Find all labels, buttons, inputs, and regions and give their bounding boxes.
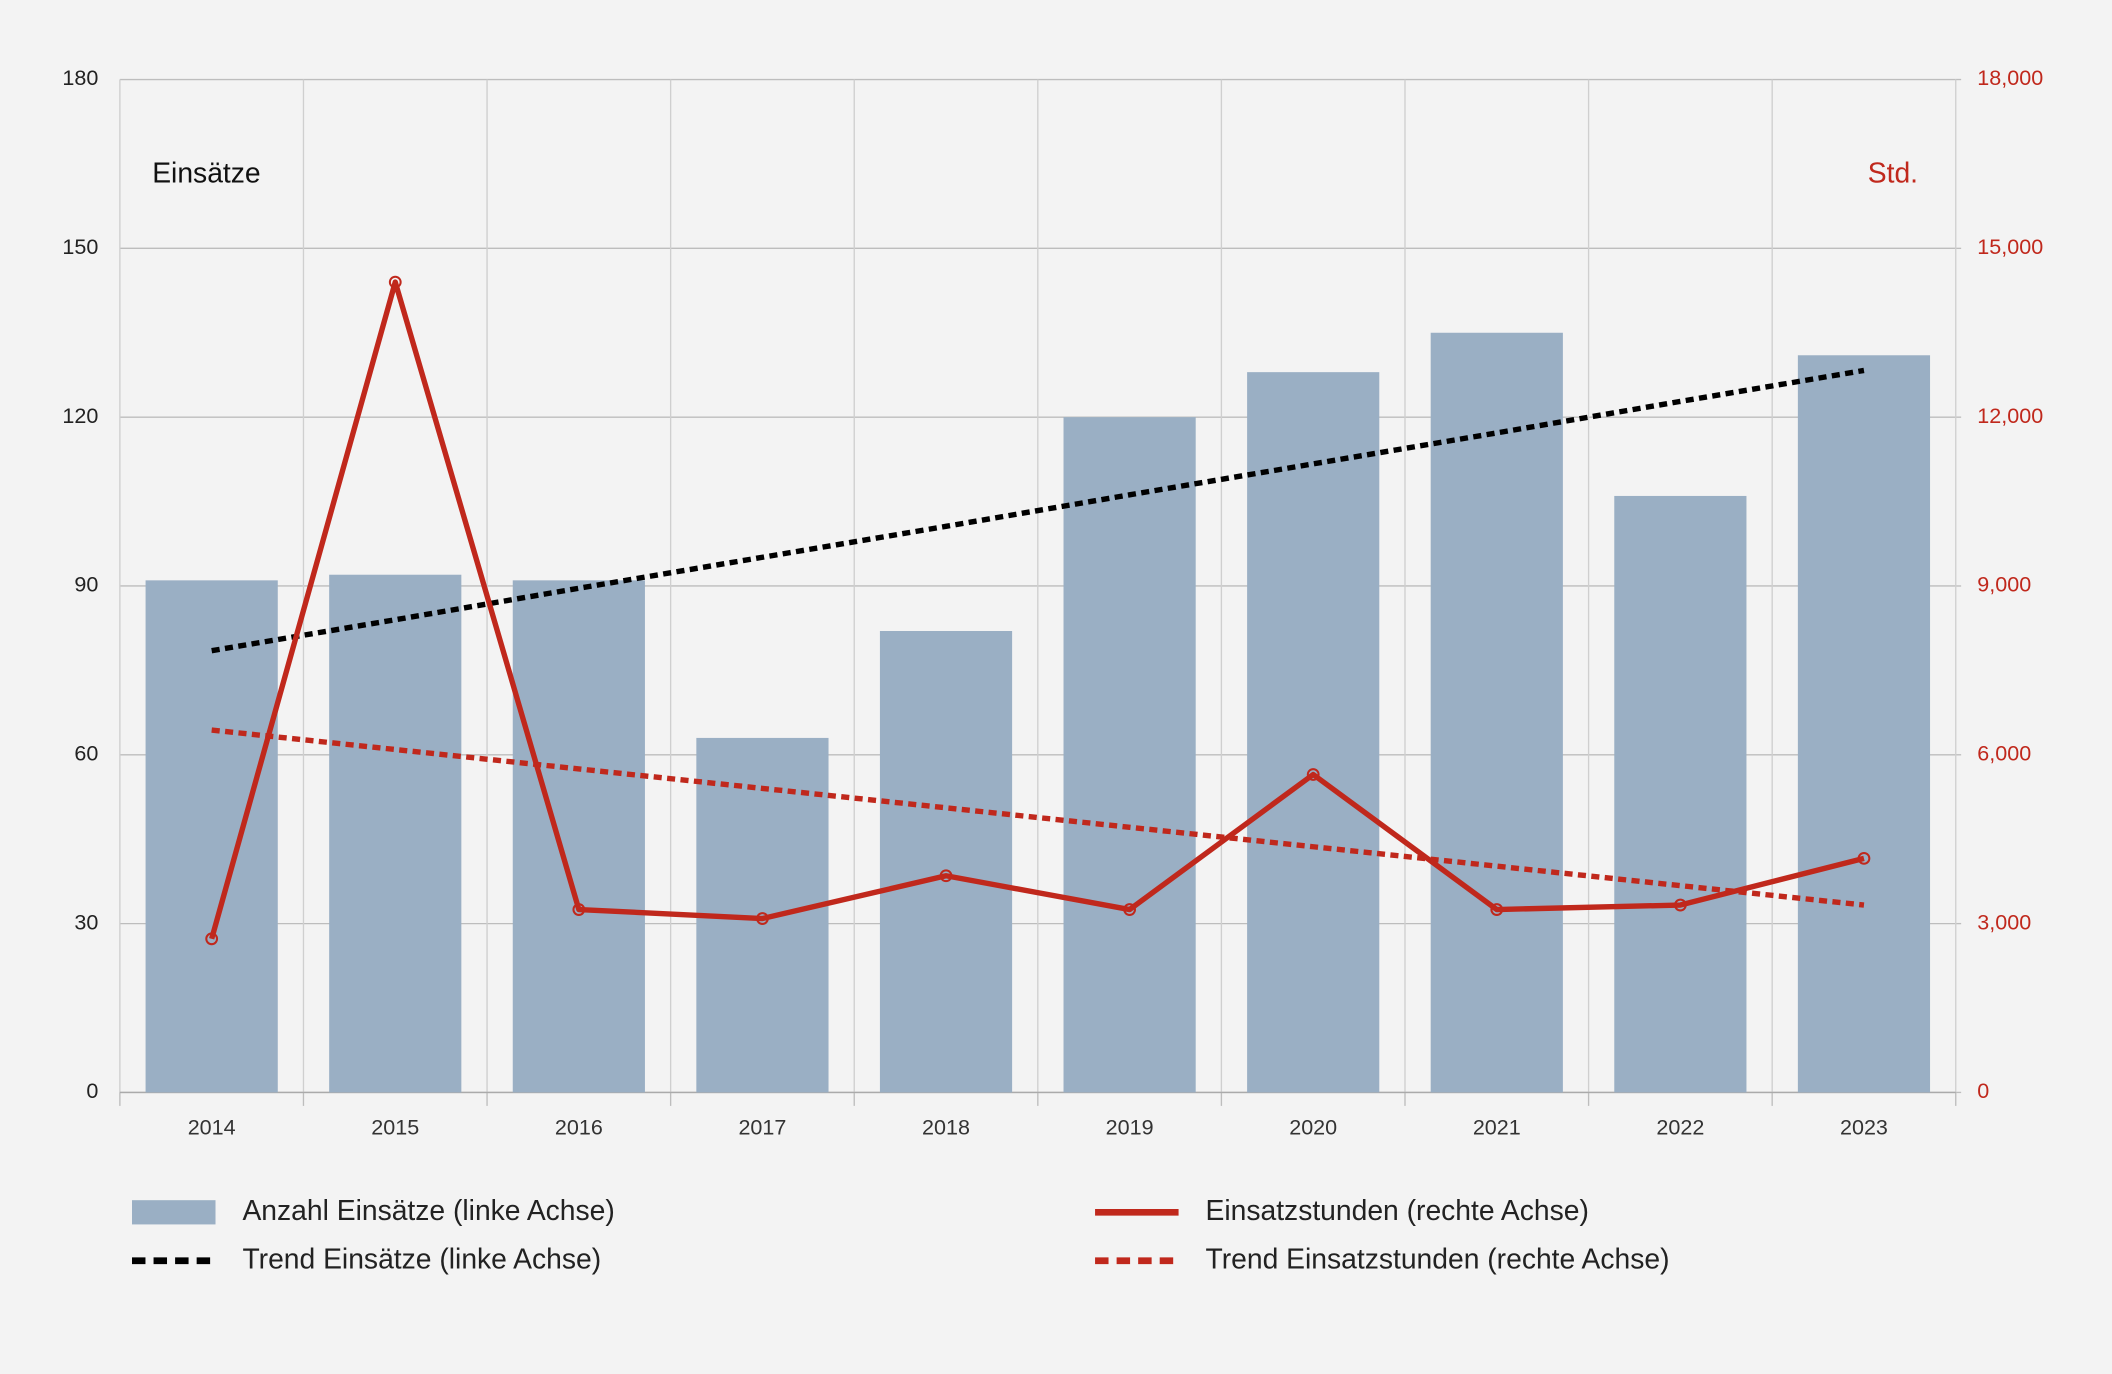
x-tick-label: 2019 xyxy=(1106,1114,1154,1139)
marker xyxy=(756,912,769,925)
x-tick-label: 2017 xyxy=(738,1114,786,1139)
marker xyxy=(205,932,219,946)
x-tick-label: 2022 xyxy=(1656,1114,1704,1139)
y-tick-label: 30 xyxy=(74,909,98,934)
y-tick-label: 150 xyxy=(62,234,98,259)
legend-label: Trend Einsatzstunden (rechte Achse) xyxy=(1206,1242,1670,1274)
bar xyxy=(1430,332,1563,1093)
marker xyxy=(1857,851,1871,865)
marker xyxy=(1490,903,1504,916)
y2-axis-label: Std. xyxy=(1868,157,1918,189)
line xyxy=(209,279,1865,940)
y2-tick-label: 9,000 xyxy=(1977,572,2031,597)
y2-tick-label: 6,000 xyxy=(1977,740,2031,765)
x-tick-label: 2021 xyxy=(1473,1114,1521,1139)
x-tick-label: 2016 xyxy=(555,1114,603,1139)
trend-line xyxy=(211,727,1865,908)
bar xyxy=(329,574,462,1093)
marker xyxy=(388,275,402,289)
x-tick-label: 2014 xyxy=(188,1114,236,1139)
marker xyxy=(1306,768,1320,781)
x-tick-label: 2020 xyxy=(1289,1114,1337,1139)
marker xyxy=(1673,898,1687,912)
bar xyxy=(145,580,278,1093)
y-tick-label: 120 xyxy=(62,403,98,428)
x-tick-label: 2015 xyxy=(371,1114,419,1139)
x-tick-label: 2023 xyxy=(1840,1114,1888,1139)
bar xyxy=(512,580,645,1093)
y-tick-label: 180 xyxy=(62,65,98,90)
y-axis-label: Einsätze xyxy=(152,157,260,189)
x-tick-label: 2018 xyxy=(922,1114,970,1139)
y2-tick-label: 15,000 xyxy=(1977,234,2043,259)
bar xyxy=(1247,372,1380,1093)
bar xyxy=(879,630,1013,1093)
y-tick-label: 90 xyxy=(74,572,98,597)
marker xyxy=(939,869,953,883)
trend-line xyxy=(211,367,1865,654)
bar xyxy=(1797,355,1931,1093)
y2-tick-label: 12,000 xyxy=(1977,403,2043,428)
y2-tick-label: 3,000 xyxy=(1977,909,2031,934)
legend-swatch xyxy=(132,1200,216,1225)
marker xyxy=(1123,903,1137,916)
y2-tick-label: 0 xyxy=(1977,1078,1989,1103)
legend-label: Trend Einsätze (linke Achse) xyxy=(242,1242,601,1274)
bar xyxy=(1614,495,1747,1093)
legend-label: Einsatzstunden (rechte Achse) xyxy=(1206,1194,1589,1226)
y2-tick-label: 18,000 xyxy=(1977,65,2043,90)
bar xyxy=(1063,417,1196,1093)
y-tick-label: 60 xyxy=(74,740,98,765)
legend-label: Anzahl Einsätze (linke Achse) xyxy=(242,1194,614,1226)
y-tick-label: 0 xyxy=(86,1078,98,1103)
marker xyxy=(572,903,586,916)
